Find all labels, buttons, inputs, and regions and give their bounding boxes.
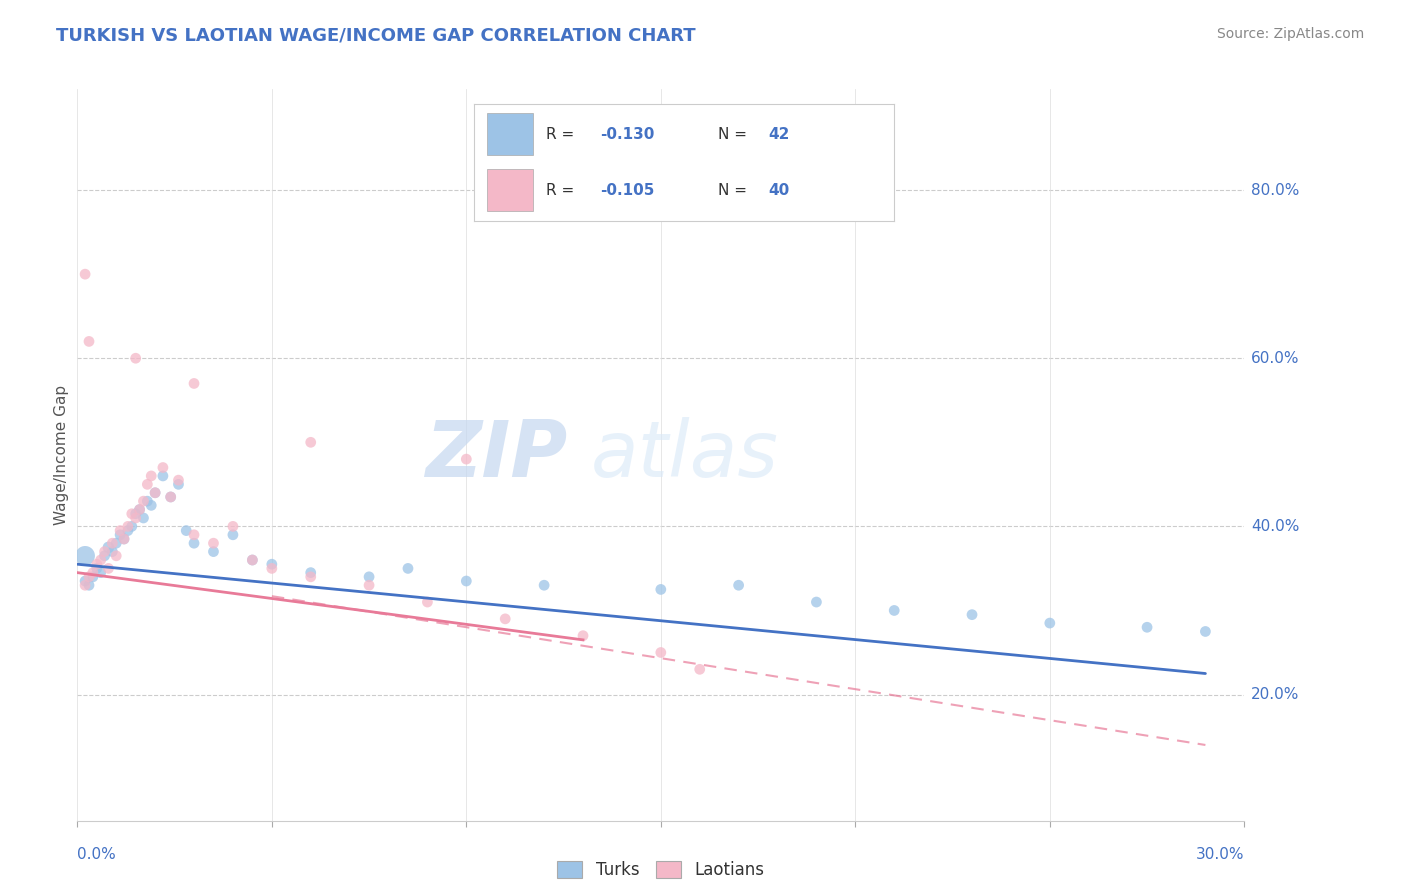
Point	[572, 629, 595, 643]
Text: 30.0%: 30.0%	[1197, 847, 1244, 863]
Point	[132, 494, 155, 508]
Point	[183, 528, 205, 542]
Point	[689, 662, 711, 676]
Point	[93, 549, 115, 563]
Point	[650, 645, 672, 659]
Text: 20.0%: 20.0%	[1251, 687, 1299, 702]
Text: Source: ZipAtlas.com: Source: ZipAtlas.com	[1216, 27, 1364, 41]
Point	[456, 574, 478, 588]
Point	[75, 549, 97, 563]
Point	[90, 553, 112, 567]
Point	[136, 494, 159, 508]
Point	[97, 561, 120, 575]
Point	[533, 578, 555, 592]
Point	[167, 477, 190, 491]
Point	[101, 544, 124, 558]
Point	[128, 502, 150, 516]
Text: 40.0%: 40.0%	[1251, 519, 1299, 534]
Point	[128, 502, 150, 516]
Point	[167, 473, 190, 487]
Point	[152, 460, 174, 475]
Legend: Turks, Laotians: Turks, Laotians	[551, 854, 770, 886]
Point	[222, 528, 245, 542]
Text: TURKISH VS LAOTIAN WAGE/INCOME GAP CORRELATION CHART: TURKISH VS LAOTIAN WAGE/INCOME GAP CORRE…	[56, 27, 696, 45]
Text: atlas: atlas	[591, 417, 779, 493]
Point	[141, 469, 163, 483]
Point	[727, 578, 749, 592]
Point	[143, 485, 166, 500]
Point	[456, 452, 478, 467]
Point	[77, 570, 100, 584]
Point	[97, 541, 120, 555]
Point	[86, 558, 108, 572]
Point	[141, 499, 163, 513]
Point	[396, 561, 419, 575]
Point	[75, 574, 97, 588]
Point	[159, 490, 181, 504]
Point	[650, 582, 672, 597]
Point	[159, 490, 181, 504]
Point	[121, 519, 143, 533]
Point	[124, 351, 148, 366]
Point	[174, 524, 197, 538]
Point	[105, 536, 128, 550]
Point	[494, 612, 516, 626]
Point	[143, 485, 166, 500]
Point	[260, 561, 283, 575]
Point	[299, 435, 322, 450]
Point	[75, 578, 97, 592]
Point	[121, 507, 143, 521]
Text: 60.0%: 60.0%	[1251, 351, 1299, 366]
Point	[108, 528, 131, 542]
Point	[260, 558, 283, 572]
Text: 80.0%: 80.0%	[1251, 183, 1299, 198]
Point	[1039, 616, 1062, 631]
Point	[416, 595, 439, 609]
Point	[132, 511, 155, 525]
Text: ZIP: ZIP	[425, 417, 568, 493]
Point	[90, 566, 112, 580]
Point	[806, 595, 828, 609]
Point	[183, 536, 205, 550]
Point	[222, 519, 245, 533]
Point	[75, 267, 97, 281]
Point	[357, 578, 380, 592]
Point	[299, 566, 322, 580]
Point	[357, 570, 380, 584]
Point	[77, 578, 100, 592]
Point	[124, 511, 148, 525]
Point	[1194, 624, 1216, 639]
Point	[108, 524, 131, 538]
Point	[82, 570, 104, 584]
Point	[117, 519, 139, 533]
Point	[136, 477, 159, 491]
Point	[124, 507, 148, 521]
Point	[299, 570, 322, 584]
Point	[117, 524, 139, 538]
Text: 0.0%: 0.0%	[77, 847, 117, 863]
Point	[82, 566, 104, 580]
Y-axis label: Wage/Income Gap: Wage/Income Gap	[53, 384, 69, 525]
Point	[202, 544, 225, 558]
Point	[960, 607, 983, 622]
Point	[202, 536, 225, 550]
Point	[1136, 620, 1159, 634]
Point	[93, 544, 115, 558]
Point	[77, 334, 100, 349]
Point	[883, 603, 905, 617]
Point	[152, 469, 174, 483]
Point	[242, 553, 264, 567]
Point	[105, 549, 128, 563]
Point	[242, 553, 264, 567]
Point	[112, 532, 135, 546]
Point	[112, 532, 135, 546]
Point	[183, 376, 205, 391]
Point	[101, 536, 124, 550]
Point	[86, 561, 108, 575]
